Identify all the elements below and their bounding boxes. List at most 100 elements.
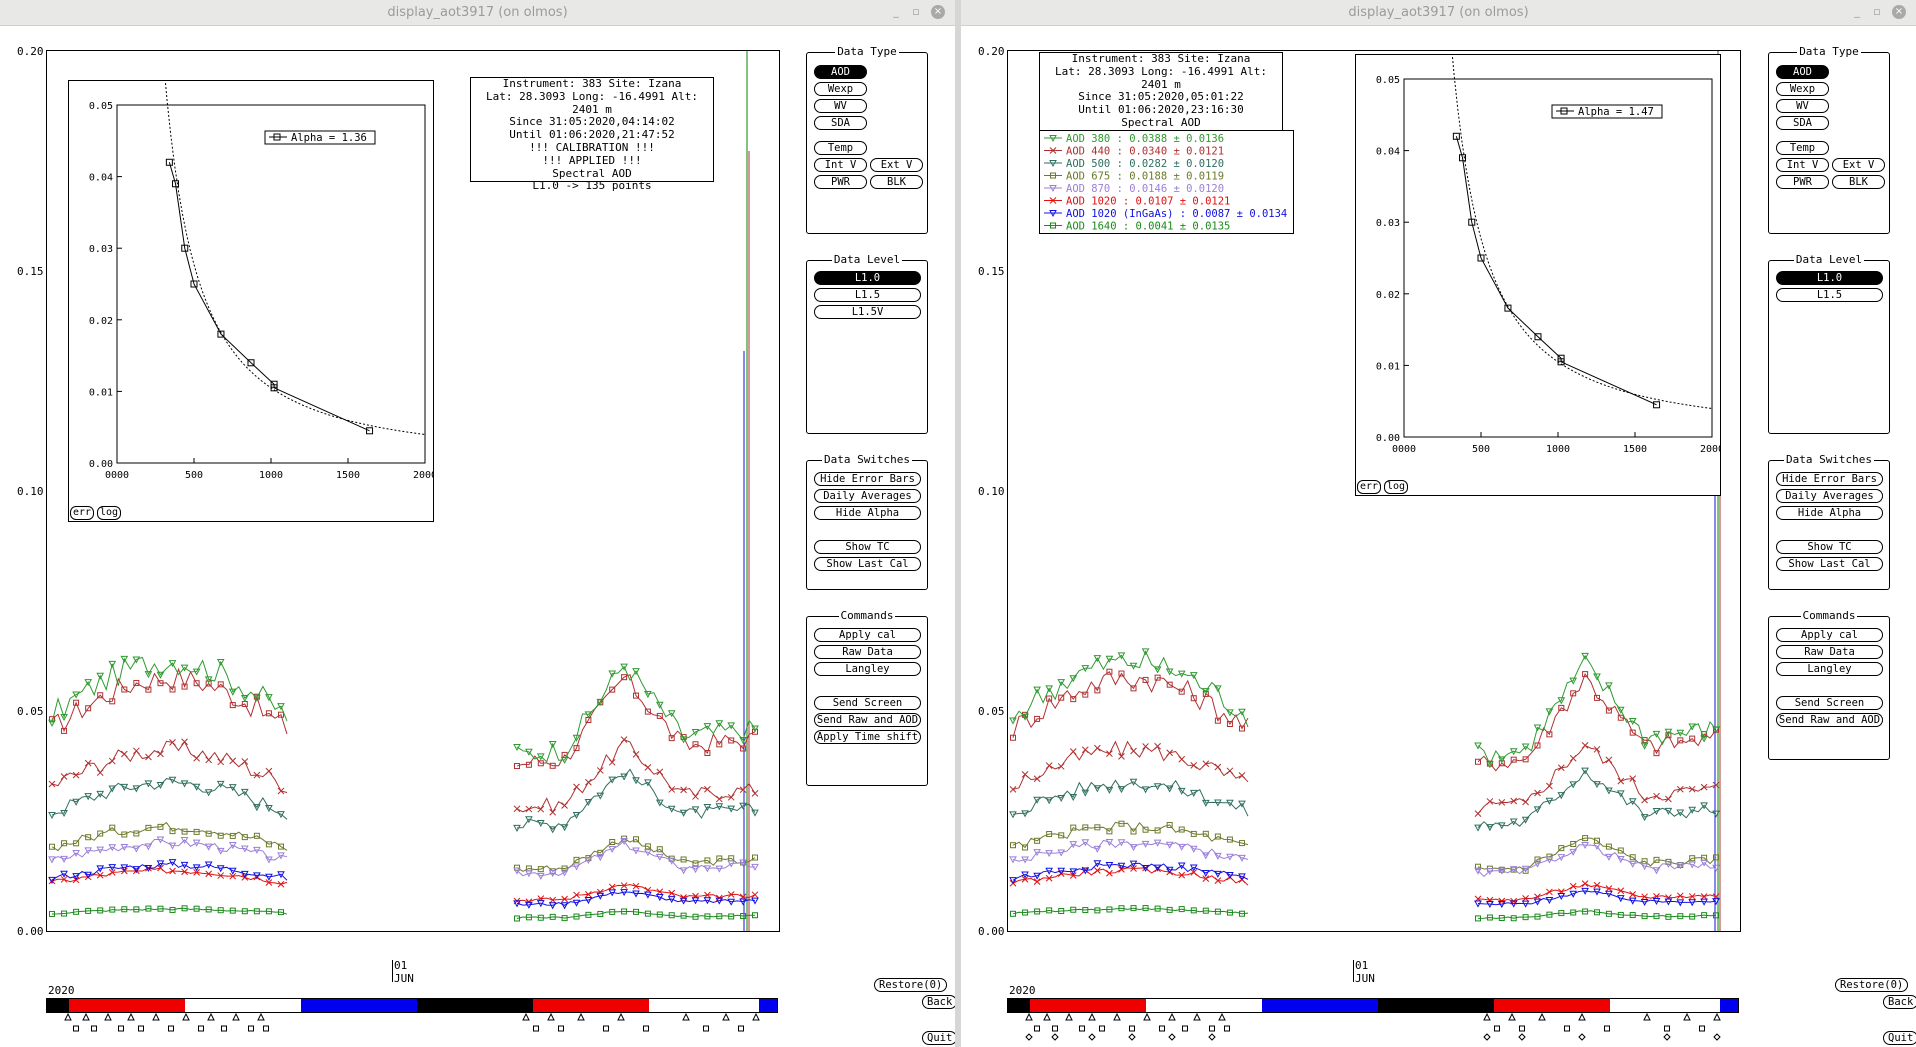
year-label: 2020 xyxy=(1009,984,1036,997)
data-point xyxy=(536,820,545,828)
sda-button[interactable]: SDA xyxy=(1776,116,1829,130)
restore-button[interactable]: Restore(0) xyxy=(1835,978,1909,992)
y-tick-label: 0.05 xyxy=(17,705,44,718)
data-point xyxy=(120,750,128,758)
restore-button[interactable]: Restore(0) xyxy=(874,978,948,992)
hide-error-bars-button[interactable]: Hide Error Bars xyxy=(814,472,921,486)
data-point xyxy=(1201,869,1210,877)
data-point xyxy=(145,905,152,912)
data-point xyxy=(525,748,533,756)
send-raw-aod-button[interactable]: Send Raw and AOD xyxy=(1776,713,1883,727)
apply-time-shift-button[interactable]: Apply Time shift xyxy=(814,730,921,744)
data-point xyxy=(1546,911,1553,918)
hide-alpha-button[interactable]: Hide Alpha xyxy=(814,506,921,520)
minimize-icon[interactable]: _ xyxy=(1854,5,1860,18)
int-v-button[interactable]: Int V xyxy=(814,158,867,172)
temp-button[interactable]: Temp xyxy=(814,141,867,155)
timeline-bar[interactable] xyxy=(1007,998,1739,1013)
show-tc-button[interactable]: Show TC xyxy=(1776,540,1883,554)
level-l15-button[interactable]: L1.5 xyxy=(814,288,921,302)
level-l15-button[interactable]: L1.5 xyxy=(1776,288,1883,302)
data-point xyxy=(1534,789,1541,797)
level-l10-button[interactable]: L1.0 xyxy=(1776,271,1883,285)
hide-alpha-button[interactable]: Hide Alpha xyxy=(1776,506,1883,520)
hide-error-bars-button[interactable]: Hide Error Bars xyxy=(1776,472,1883,486)
alpha-data-point xyxy=(217,330,225,338)
alpha-label-box xyxy=(1551,104,1663,119)
send-screen-button[interactable]: Send Screen xyxy=(1776,696,1883,710)
log-button[interactable]: log xyxy=(97,506,122,520)
data-point xyxy=(560,756,569,764)
data-point xyxy=(229,907,236,914)
data-point xyxy=(1677,737,1684,744)
data-point xyxy=(1700,859,1708,867)
blk-button[interactable]: BLK xyxy=(870,175,923,189)
wexp-button[interactable]: Wexp xyxy=(814,82,867,96)
blk-button[interactable]: BLK xyxy=(1832,175,1885,189)
maximize-icon[interactable]: ▫ xyxy=(1873,5,1881,18)
temp-button[interactable]: Temp xyxy=(1776,141,1829,155)
sda-button[interactable]: SDA xyxy=(814,116,867,130)
back-button[interactable]: Back xyxy=(1883,995,1916,1009)
raw-data-button[interactable]: Raw Data xyxy=(814,645,921,659)
ext-v-button[interactable]: Ext V xyxy=(870,158,923,172)
quit-button[interactable]: Quit xyxy=(1883,1031,1916,1045)
data-point xyxy=(1178,688,1185,695)
langley-button[interactable]: Langley xyxy=(814,662,921,676)
data-point xyxy=(1700,802,1708,810)
wv-button[interactable]: WV xyxy=(814,99,867,113)
data-point xyxy=(168,842,177,850)
data-point xyxy=(597,849,604,856)
send-screen-button[interactable]: Send Screen xyxy=(814,696,921,710)
data-point xyxy=(1226,871,1234,880)
data-point xyxy=(608,889,617,897)
aod-button[interactable]: AOD xyxy=(814,65,867,79)
wv-button[interactable]: WV xyxy=(1776,99,1829,113)
daily-averages-button[interactable]: Daily Averages xyxy=(814,489,921,503)
show-tc-button[interactable]: Show TC xyxy=(814,540,921,554)
aod-series xyxy=(1010,905,1719,922)
level-l15v-button[interactable]: L1.5V xyxy=(814,305,921,319)
apply-cal-button[interactable]: Apply cal xyxy=(814,628,921,642)
daily-averages-button[interactable]: Daily Averages xyxy=(1776,489,1883,503)
series-line xyxy=(516,738,756,814)
timeline-marker xyxy=(643,1025,649,1032)
show-last-cal-button[interactable]: Show Last Cal xyxy=(814,557,921,571)
alpha-data-point xyxy=(247,359,255,367)
wexp-button[interactable]: Wexp xyxy=(1776,82,1829,96)
pwr-button[interactable]: PWR xyxy=(814,175,867,189)
timeline-bar[interactable] xyxy=(46,998,778,1013)
langley-button[interactable]: Langley xyxy=(1776,662,1883,676)
apply-cal-button[interactable]: Apply cal xyxy=(1776,628,1883,642)
int-v-button[interactable]: Int V xyxy=(1776,158,1829,172)
pwr-button[interactable]: PWR xyxy=(1776,175,1829,189)
data-point xyxy=(1628,860,1637,868)
log-button[interactable]: log xyxy=(1384,480,1409,494)
send-raw-aod-button[interactable]: Send Raw and AOD xyxy=(814,713,921,727)
close-icon[interactable]: × xyxy=(931,5,945,19)
quit-button[interactable]: Quit xyxy=(922,1031,955,1045)
data-point xyxy=(108,844,117,852)
maximize-icon[interactable]: ▫ xyxy=(912,5,920,18)
raw-data-button[interactable]: Raw Data xyxy=(1776,645,1883,659)
data-point xyxy=(1021,771,1029,778)
data-point xyxy=(1617,714,1624,721)
minimize-icon[interactable]: _ xyxy=(893,5,899,18)
inset-x-tick-label: 0000 xyxy=(1392,444,1416,455)
data-point xyxy=(1238,873,1246,881)
back-button[interactable]: Back xyxy=(922,995,955,1009)
info-line: Spectral AOD xyxy=(552,166,632,180)
err-button[interactable]: err xyxy=(70,506,95,520)
err-button[interactable]: err xyxy=(1357,480,1382,494)
data-point xyxy=(205,756,213,764)
show-last-cal-button[interactable]: Show Last Cal xyxy=(1776,557,1883,571)
ext-v-button[interactable]: Ext V xyxy=(1832,158,1885,172)
timeline-marker xyxy=(168,1025,174,1032)
data-point xyxy=(168,859,177,867)
data-point xyxy=(1629,891,1637,898)
data-point xyxy=(1022,909,1029,916)
level-l10-button[interactable]: L1.0 xyxy=(814,271,921,285)
close-icon[interactable]: × xyxy=(1892,5,1906,19)
data-point xyxy=(1593,842,1601,850)
aod-button[interactable]: AOD xyxy=(1776,65,1829,79)
